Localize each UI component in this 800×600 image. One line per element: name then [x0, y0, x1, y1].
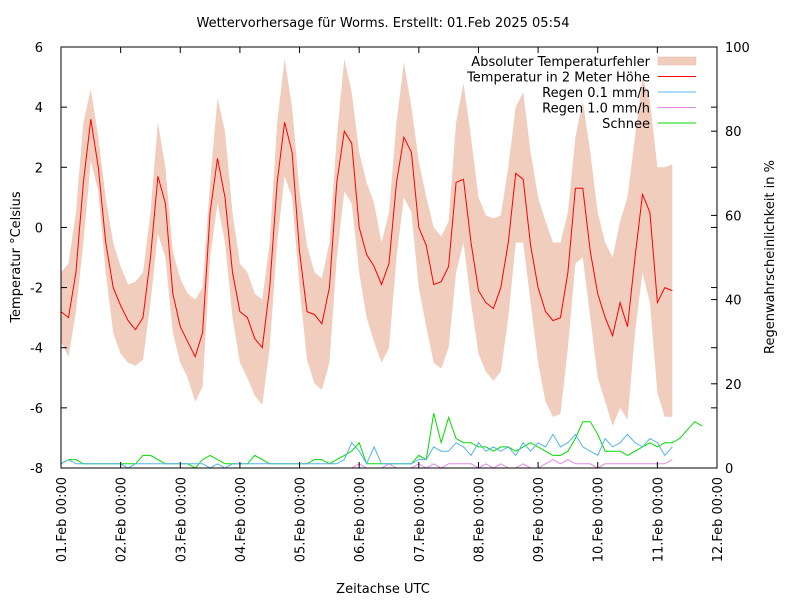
x-tick-label: 12.Feb 00:00 [711, 477, 726, 562]
legend-label: Regen 1.0 mm/h [542, 102, 650, 117]
x-tick-label: 10.Feb 00:00 [592, 477, 607, 562]
x-tick-label: 04.Feb 00:00 [234, 477, 249, 562]
x-tick-label: 11.Feb 00:00 [651, 477, 666, 562]
legend-label: Regen 0.1 mm/h [542, 86, 650, 101]
y2-tick-label: 80 [725, 125, 742, 140]
x-tick-label: 08.Feb 00:00 [472, 477, 487, 562]
y-tick-label: -4 [30, 342, 43, 357]
y2-tick-label: 100 [725, 41, 750, 56]
temperature-error-band [61, 59, 673, 426]
y-tick-label: 6 [35, 41, 43, 56]
y-axis-right: 100 80 60 40 20 0 [711, 41, 750, 477]
y2-tick-label: 40 [725, 294, 742, 309]
y-tick-label: -2 [30, 282, 43, 297]
legend-label: Schnee [602, 117, 650, 132]
y-axis-label: Temperatur °Celsius [9, 191, 24, 324]
y2-axis-label: Regenwahrscheinlichkeit in % [763, 160, 778, 354]
y2-tick-label: 0 [725, 462, 733, 477]
x-tick-label: 05.Feb 00:00 [294, 477, 309, 562]
x-axis-label: Zeitachse UTC [336, 582, 430, 597]
y2-tick-label: 60 [725, 209, 742, 224]
y-tick-label: -8 [30, 462, 43, 477]
y-axis-left: 6 4 2 0 -2 -4 -6 -8 [30, 41, 717, 477]
legend-label: Absoluter Temperaturfehler [471, 55, 650, 70]
legend-swatch [657, 56, 697, 66]
y-tick-label: 0 [35, 221, 43, 236]
x-tick-label: 01.Feb 00:00 [55, 477, 70, 562]
legend-label: Temperatur in 2 Meter Höhe [466, 71, 650, 86]
plot-border [60, 46, 718, 469]
y-tick-label: -6 [30, 402, 43, 417]
x-tick-label: 03.Feb 00:00 [174, 477, 189, 562]
series-line-schnee [60, 413, 703, 469]
y-tick-label: 4 [35, 101, 43, 116]
y2-tick-label: 20 [725, 378, 742, 393]
x-axis: 01.Feb 00:00 02.Feb 00:00 03.Feb 00:00 04.F… [55, 47, 726, 562]
x-tick-label: 06.Feb 00:00 [353, 477, 368, 562]
chart-title: Wettervorhersage für Worms. Erstellt: 01… [196, 16, 569, 31]
x-tick-label: 02.Feb 00:00 [115, 477, 130, 562]
y-tick-label: 2 [35, 161, 43, 176]
x-tick-label: 09.Feb 00:00 [532, 477, 547, 562]
x-tick-label: 07.Feb 00:00 [413, 477, 428, 562]
series-line-temperature [60, 119, 673, 359]
series-line-regen-0-1 [60, 433, 673, 469]
